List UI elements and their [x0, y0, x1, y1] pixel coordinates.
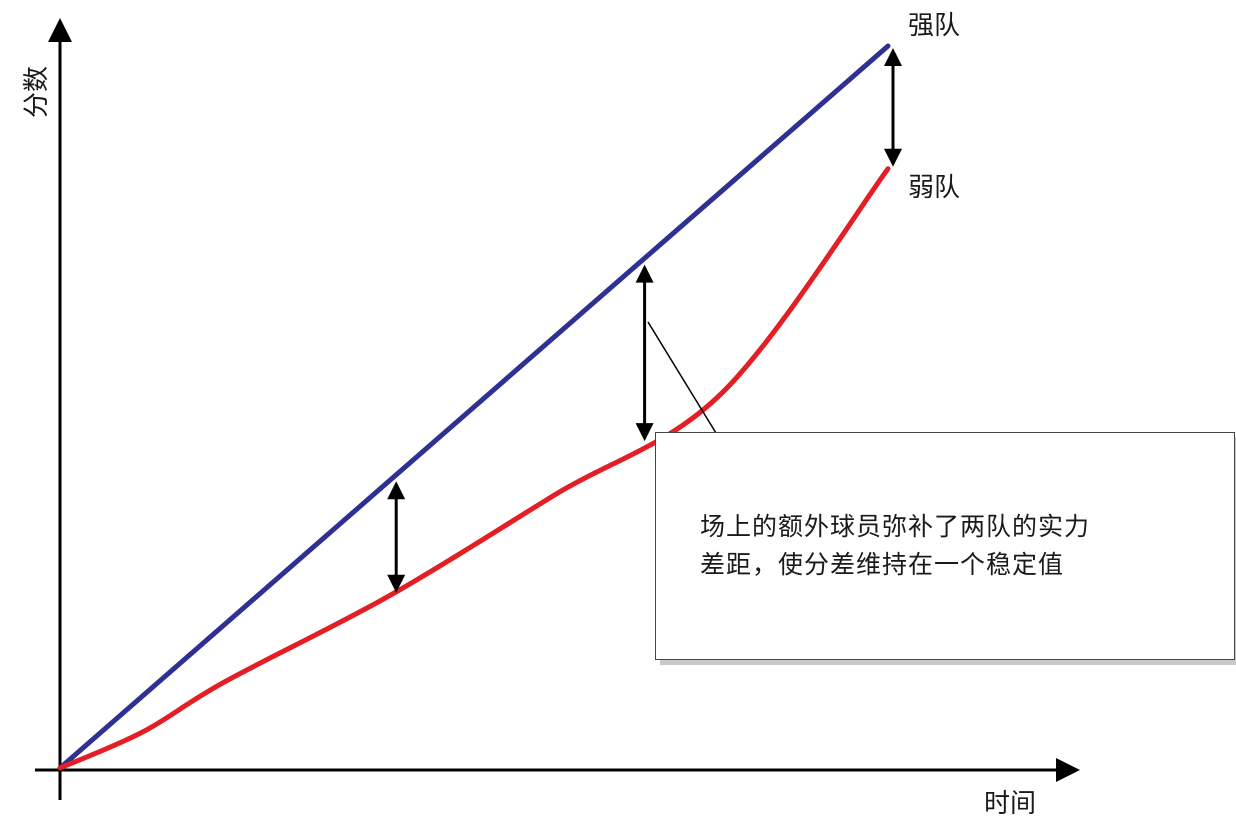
strong-team-line	[57, 43, 891, 771]
gap-marker-bottom-arrowhead	[635, 423, 654, 442]
annotation-text: 场上的额外球员弥补了两队的实力 差距，使分差维持在一个稳定值	[700, 508, 1190, 584]
gap-marker-bottom-arrowhead	[884, 148, 902, 167]
gap-markers	[387, 48, 902, 593]
weak-team-line	[57, 166, 891, 771]
x-axis-label: 时间	[984, 789, 1036, 818]
y-axis-label: 分数	[22, 66, 52, 118]
gap-marker-2	[635, 264, 654, 442]
gap-marker-bottom-arrowhead	[387, 574, 406, 593]
gap-marker-top-arrowhead	[387, 481, 406, 500]
gap-marker-1	[387, 481, 406, 593]
weak-team-label: 弱队	[908, 173, 960, 203]
gap-marker-top-arrowhead	[635, 264, 654, 283]
annotation-box: 场上的额外球员弥补了两队的实力 差距，使分差维持在一个稳定值	[655, 432, 1235, 660]
annotation-line-1: 场上的额外球员弥补了两队的实力	[700, 512, 1091, 541]
strong-team-label: 强队	[908, 11, 960, 41]
gap-marker-top-arrowhead	[884, 48, 902, 66]
callout-leader-line	[647, 321, 717, 434]
annotation-line-2: 差距，使分差维持在一个稳定值	[700, 550, 1065, 579]
gap-marker-3	[884, 48, 902, 167]
